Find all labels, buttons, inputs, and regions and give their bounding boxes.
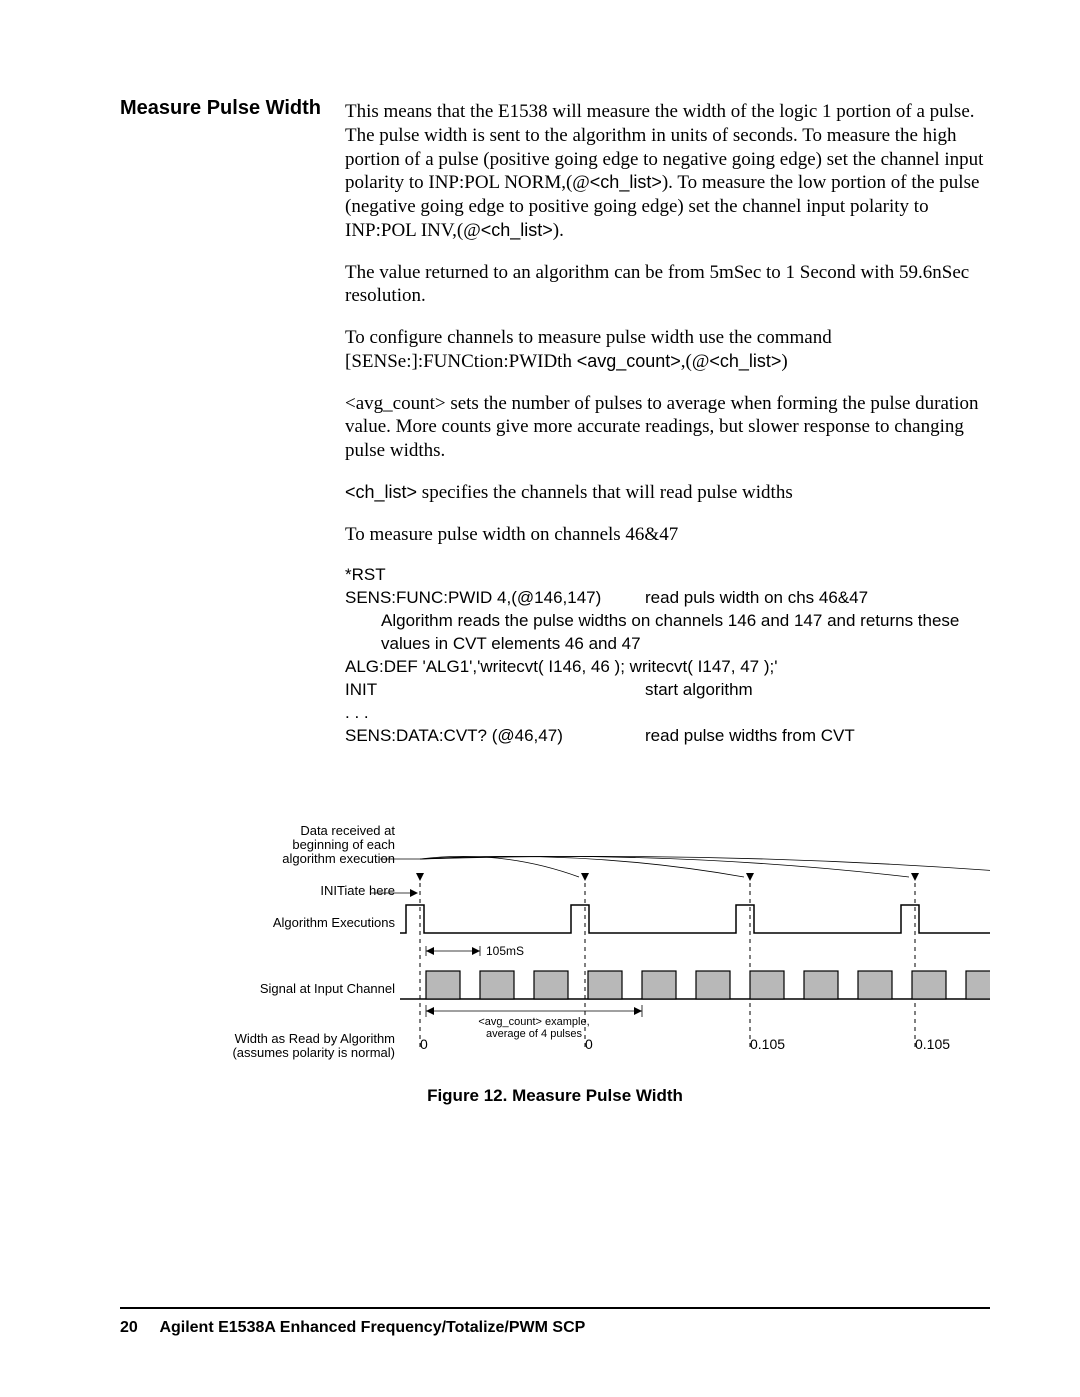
- code-line-2-left: SENS:FUNC:PWID 4,(@146,147): [345, 587, 645, 610]
- svg-text:<avg_count> example,: <avg_count> example,: [478, 1016, 589, 1028]
- body-column: This means that the E1538 will measure t…: [345, 100, 990, 748]
- p1-chlist-2: <ch_list>: [481, 220, 553, 240]
- svg-text:0: 0: [585, 1036, 593, 1052]
- timing-diagram: 105mS <avg_count> example,average of 4 pu…: [120, 823, 990, 1063]
- code-line-5-right: start algorithm: [645, 679, 990, 702]
- code-line-7-left: SENS:DATA:CVT? (@46,47): [345, 725, 645, 748]
- doc-title: Agilent E1538A Enhanced Frequency/Totali…: [159, 1319, 585, 1336]
- svg-text:Width as Read by Algorithm: Width as Read by Algorithm: [235, 1031, 395, 1046]
- figure-12: 105mS <avg_count> example,average of 4 pu…: [120, 823, 990, 1106]
- paragraph-1: This means that the E1538 will measure t…: [345, 100, 990, 243]
- paragraph-2: The value returned to an algorithm can b…: [345, 261, 990, 309]
- page: Measure Pulse Width This means that the …: [0, 0, 1080, 1397]
- paragraph-4: <avg_count> sets the number of pulses to…: [345, 392, 990, 463]
- page-footer: 20 Agilent E1538A Enhanced Frequency/Tot…: [120, 1307, 990, 1337]
- svg-text:INITiate here: INITiate here: [320, 883, 395, 898]
- page-number: 20: [120, 1319, 138, 1336]
- code-line-5-left: INIT: [345, 679, 645, 702]
- svg-text:0: 0: [420, 1036, 428, 1052]
- paragraph-6: To measure pulse width on channels 46&47: [345, 523, 990, 547]
- p3-avg: <avg_count>: [577, 351, 681, 371]
- code-line-2-right: read puls width on chs 46&47: [645, 587, 990, 610]
- p5-chlist: <ch_list>: [345, 482, 417, 502]
- code-line-3: Algorithm reads the pulse widths on chan…: [345, 610, 990, 656]
- p3-text-b: ,(@: [681, 351, 710, 372]
- paragraph-5: <ch_list> specifies the channels that wi…: [345, 481, 990, 505]
- svg-text:algorithm execution: algorithm execution: [282, 851, 395, 866]
- svg-text:average of 4 pulses: average of 4 pulses: [486, 1028, 583, 1040]
- svg-text:Algorithm Executions: Algorithm Executions: [273, 915, 396, 930]
- code-line-7-right: read pulse widths from CVT: [645, 725, 990, 748]
- p5-text: specifies the channels that will read pu…: [417, 482, 793, 503]
- code-line-1: *RST: [345, 564, 990, 587]
- p3-chlist: <ch_list>: [709, 351, 781, 371]
- p1-chlist-1: <ch_list>: [590, 172, 662, 192]
- code-example: *RST SENS:FUNC:PWID 4,(@146,147) read pu…: [345, 564, 990, 748]
- code-line-4: ALG:DEF 'ALG1','writecvt( I146, 46 ); wr…: [345, 656, 990, 679]
- code-line-6: . . .: [345, 702, 990, 725]
- svg-text:0.105: 0.105: [915, 1036, 950, 1052]
- figure-caption: Figure 12. Measure Pulse Width: [120, 1086, 990, 1106]
- svg-text:(assumes polarity is normal): (assumes polarity is normal): [232, 1045, 395, 1060]
- svg-text:0.105: 0.105: [750, 1036, 785, 1052]
- svg-text:Data received at: Data received at: [300, 823, 395, 838]
- p1-text-c: ).: [553, 220, 564, 241]
- section-heading: Measure Pulse Width: [120, 97, 321, 120]
- svg-text:Signal at Input Channel: Signal at Input Channel: [260, 981, 395, 996]
- svg-text:beginning of each: beginning of each: [292, 837, 395, 852]
- paragraph-3: To configure channels to measure pulse w…: [345, 326, 990, 374]
- p3-text-c: ): [781, 351, 787, 372]
- svg-text:105mS: 105mS: [486, 944, 524, 958]
